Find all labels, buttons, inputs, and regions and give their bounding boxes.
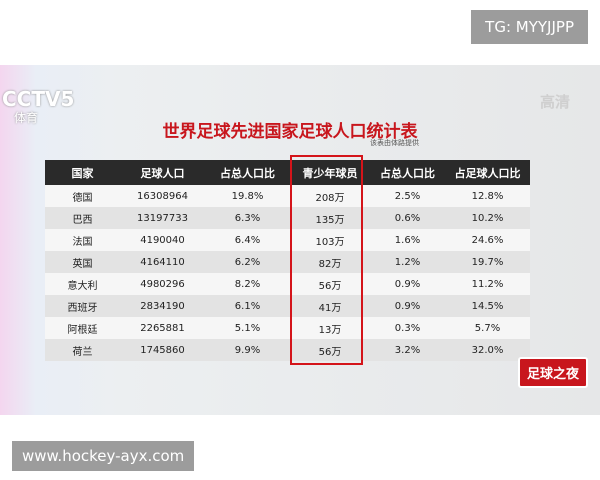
hd-badge: 高清 xyxy=(539,93,570,111)
table-cell: 13197733 xyxy=(137,212,188,224)
table-cell: 82万 xyxy=(318,258,342,270)
highlight-box xyxy=(290,155,363,365)
table-cell: 5.1% xyxy=(234,322,261,334)
table-cell: 1.6% xyxy=(394,234,421,246)
header-cell: 占总人口比 xyxy=(220,166,275,180)
channel-sub: 体育 xyxy=(14,111,39,125)
table-cell: 208万 xyxy=(315,192,345,204)
table-row: 意大利 4980296 8.2% 56万 0.9% 11.2% xyxy=(45,273,530,295)
table-cell: 0.9% xyxy=(394,300,421,312)
table-cell: 9.9% xyxy=(234,344,261,356)
table-cell: 0.6% xyxy=(394,212,421,224)
header-cell: 足球人口 xyxy=(140,166,185,180)
table-cell: 11.2% xyxy=(471,278,504,290)
table-cell: 2834190 xyxy=(140,300,185,312)
table-cell: 6.4% xyxy=(234,234,261,246)
header-cell: 青少年球员 xyxy=(302,166,358,180)
table-cell: 19.8% xyxy=(231,190,264,202)
tv-screen: CCTV5 体育 高清 世界足球先进国家足球人口统计表 该表由体路提供 国家 足球… xyxy=(0,65,600,415)
table-cell: 10.2% xyxy=(471,212,504,224)
table-cell: 56万 xyxy=(318,346,342,358)
source-note: 该表由体路提供 xyxy=(370,139,419,147)
table-cell: 巴西 xyxy=(72,214,93,226)
table-cell: 1.2% xyxy=(394,256,421,268)
table-title: 世界足球先进国家足球人口统计表 xyxy=(162,122,418,142)
table-cell: 西班牙 xyxy=(67,302,98,314)
stats-table: 国家 足球人口 占总人口比 青少年球员 占总人口比 占足球人口比德国 16308964 19.… xyxy=(45,160,530,361)
table-cell: 2.5% xyxy=(394,190,421,202)
table-row: 英国 4164110 6.2% 82万 1.2% 19.7% xyxy=(45,251,530,273)
table-cell: 6.1% xyxy=(234,300,261,312)
site-url: www.hockey-ayx.com xyxy=(12,441,195,471)
table-cell: 4980296 xyxy=(140,278,185,290)
program-badge: 足球之夜 xyxy=(517,357,588,388)
table-row: 巴西 13197733 6.3% 135万 0.6% 10.2% xyxy=(45,207,530,229)
table-cell: 6.3% xyxy=(234,212,261,224)
table-row: 荷兰 1745860 9.9% 56万 3.2% 32.0% xyxy=(45,339,530,361)
table-cell: 英国 xyxy=(72,258,93,270)
table-cell: 8.2% xyxy=(234,278,261,290)
table-cell: 103万 xyxy=(315,236,345,248)
table-cell: 1745860 xyxy=(140,344,185,356)
table-cell: 24.6% xyxy=(471,234,504,246)
table-cell: 14.5% xyxy=(471,300,504,312)
table-cell: 19.7% xyxy=(471,256,504,268)
table-cell: 法国 xyxy=(72,236,93,248)
table-cell: 2265881 xyxy=(140,322,185,334)
table-cell: 阿根廷 xyxy=(67,324,98,336)
table-cell: 32.0% xyxy=(471,344,504,356)
table-cell: 3.2% xyxy=(394,344,421,356)
table-cell: 德国 xyxy=(72,192,93,204)
table-cell: 16308964 xyxy=(137,190,188,202)
table-cell: 12.8% xyxy=(471,190,504,202)
table-row: 法国 4190040 6.4% 103万 1.6% 24.6% xyxy=(45,229,530,251)
table-row: 阿根廷 2265881 5.1% 13万 0.3% 5.7% xyxy=(45,317,530,339)
table-cell: 56万 xyxy=(318,280,342,292)
table-cell: 5.7% xyxy=(474,322,501,334)
table-cell: 0.3% xyxy=(394,322,421,334)
header-cell: 国家 xyxy=(71,166,94,180)
table-cell: 意大利 xyxy=(67,280,98,292)
table-cell: 41万 xyxy=(318,302,342,314)
table-row: 国家 足球人口 占总人口比 青少年球员 占总人口比 占足球人口比 xyxy=(45,160,530,185)
header-cell: 占足球人口比 xyxy=(454,166,521,180)
table-row: 德国 16308964 19.8% 208万 2.5% 12.8% xyxy=(45,185,530,207)
table-cell: 荷兰 xyxy=(72,346,93,358)
header-cell: 占总人口比 xyxy=(380,166,435,180)
table-cell: 0.9% xyxy=(394,278,421,290)
table-cell: 4190040 xyxy=(140,234,185,246)
channel-logo: CCTV5 xyxy=(2,87,75,111)
table-cell: 4164110 xyxy=(140,256,185,268)
watermark: TG: MYYJJPP xyxy=(471,10,588,44)
table-cell: 6.2% xyxy=(234,256,261,268)
table-cell: 135万 xyxy=(315,214,345,226)
table-cell: 13万 xyxy=(318,324,342,336)
table-row: 西班牙 2834190 6.1% 41万 0.9% 14.5% xyxy=(45,295,530,317)
